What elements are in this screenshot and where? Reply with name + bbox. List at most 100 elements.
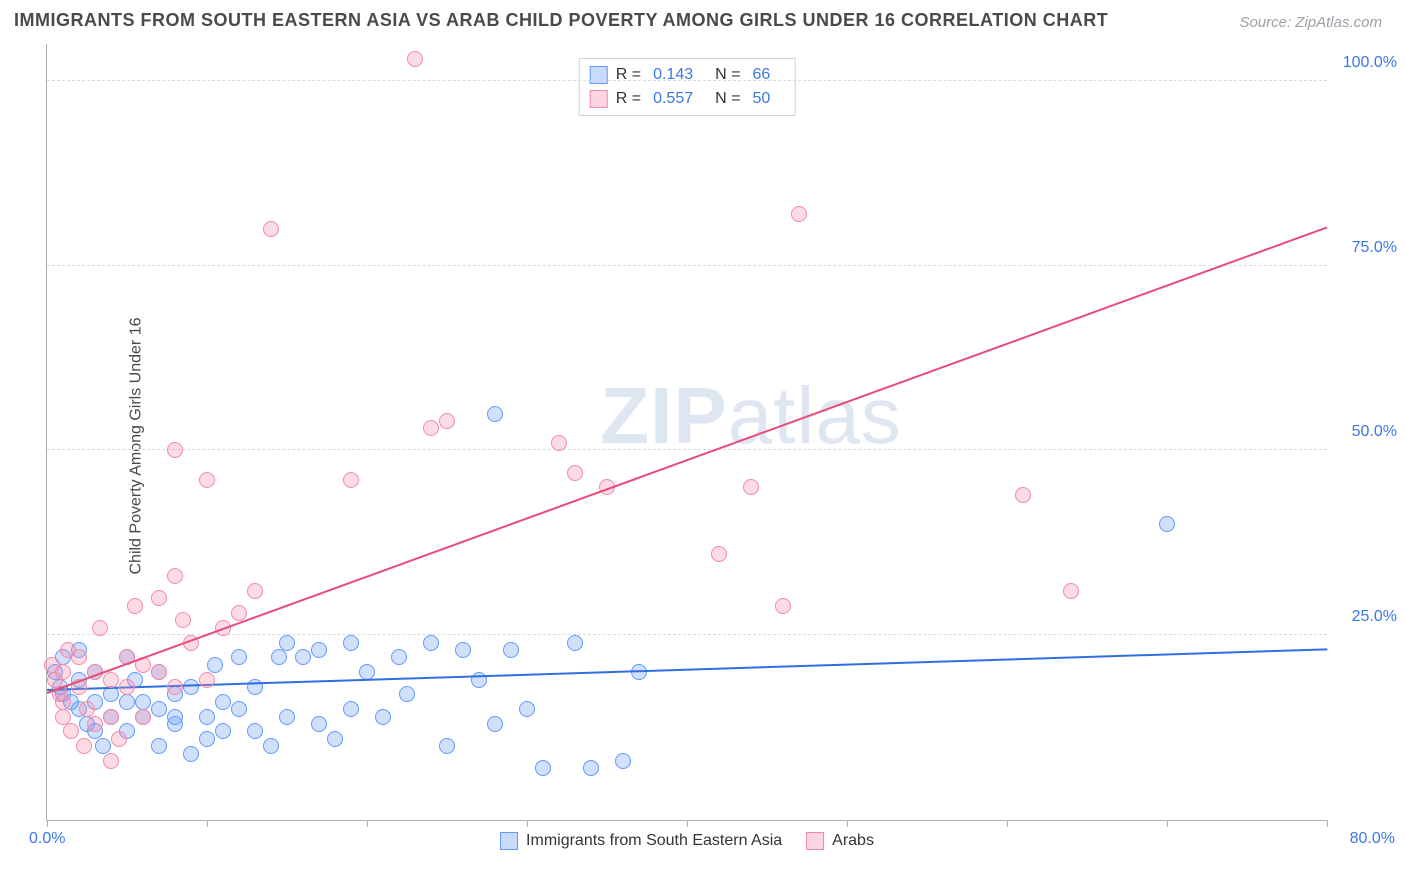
gridline xyxy=(47,449,1327,450)
data-point xyxy=(567,635,583,651)
y-axis-tick-label: 50.0% xyxy=(1337,423,1397,441)
y-axis-tick-label: 25.0% xyxy=(1337,608,1397,626)
data-point xyxy=(407,51,423,67)
data-point xyxy=(551,435,567,451)
data-point xyxy=(263,221,279,237)
data-point xyxy=(247,723,263,739)
data-point xyxy=(247,583,263,599)
x-axis-tick xyxy=(847,820,848,827)
legend-n-value: 50 xyxy=(752,87,770,111)
data-point xyxy=(343,701,359,717)
legend-swatch xyxy=(590,66,608,84)
data-point xyxy=(199,472,215,488)
data-point xyxy=(487,716,503,732)
x-axis-tick xyxy=(1007,820,1008,827)
data-point xyxy=(327,731,343,747)
legend-r-value: 0.557 xyxy=(653,87,693,111)
data-point xyxy=(151,664,167,680)
data-point xyxy=(183,746,199,762)
gridline xyxy=(47,80,1327,81)
data-point xyxy=(263,738,279,754)
source-attribution: Source: ZipAtlas.com xyxy=(1239,14,1382,31)
data-point xyxy=(423,635,439,651)
data-point xyxy=(55,664,71,680)
data-point xyxy=(92,620,108,636)
legend-item: Immigrants from South Eastern Asia xyxy=(500,832,782,850)
data-point xyxy=(103,709,119,725)
data-point xyxy=(199,709,215,725)
data-point xyxy=(615,753,631,769)
legend-r-label: R = xyxy=(616,63,641,87)
data-point xyxy=(279,709,295,725)
data-point xyxy=(151,590,167,606)
x-axis-tick xyxy=(687,820,688,827)
data-point xyxy=(1063,583,1079,599)
gridline xyxy=(47,265,1327,266)
data-point xyxy=(183,679,199,695)
data-point xyxy=(95,738,111,754)
data-point xyxy=(375,709,391,725)
data-point xyxy=(519,701,535,717)
data-point xyxy=(119,694,135,710)
x-axis-tick xyxy=(207,820,208,827)
data-point xyxy=(215,694,231,710)
data-point xyxy=(127,598,143,614)
data-point xyxy=(311,716,327,732)
series-legend: Immigrants from South Eastern Asia Arabs xyxy=(500,832,874,850)
data-point xyxy=(231,649,247,665)
data-point xyxy=(76,738,92,754)
legend-swatch xyxy=(806,832,824,850)
y-axis-tick-label: 100.0% xyxy=(1337,54,1397,72)
x-axis-tick-label: 0.0% xyxy=(29,830,65,848)
data-point xyxy=(775,598,791,614)
data-point xyxy=(423,420,439,436)
legend-n-label: N = xyxy=(715,87,740,111)
data-point xyxy=(199,731,215,747)
data-point xyxy=(55,709,71,725)
data-point xyxy=(231,605,247,621)
data-point xyxy=(1159,516,1175,532)
chart-title: IMMIGRANTS FROM SOUTH EASTERN ASIA VS AR… xyxy=(14,10,1108,31)
data-point xyxy=(439,738,455,754)
data-point xyxy=(135,694,151,710)
data-point xyxy=(215,723,231,739)
data-point xyxy=(311,642,327,658)
data-point xyxy=(743,479,759,495)
data-point xyxy=(87,716,103,732)
data-point xyxy=(167,568,183,584)
legend-row-series-a: R = 0.143 N = 66 xyxy=(590,63,785,87)
data-point xyxy=(567,465,583,481)
data-point xyxy=(111,731,127,747)
x-axis-tick-label: 80.0% xyxy=(1335,830,1395,848)
data-point xyxy=(175,612,191,628)
x-axis-tick xyxy=(527,820,528,827)
data-point xyxy=(167,679,183,695)
data-point xyxy=(135,709,151,725)
data-point xyxy=(535,760,551,776)
data-point xyxy=(167,716,183,732)
x-axis-tick xyxy=(1167,820,1168,827)
legend-r-label: R = xyxy=(616,87,641,111)
data-point xyxy=(103,672,119,688)
data-point xyxy=(583,760,599,776)
data-point xyxy=(199,672,215,688)
data-point xyxy=(399,686,415,702)
legend-r-value: 0.143 xyxy=(653,63,693,87)
data-point xyxy=(343,635,359,651)
watermark-bold: ZIP xyxy=(600,371,727,460)
data-point xyxy=(791,206,807,222)
data-point xyxy=(207,657,223,673)
data-point xyxy=(455,642,471,658)
trend-line xyxy=(47,227,1328,694)
data-point xyxy=(343,472,359,488)
y-axis-tick-label: 75.0% xyxy=(1337,239,1397,257)
legend-item-label: Arabs xyxy=(832,832,874,850)
data-point xyxy=(151,701,167,717)
data-point xyxy=(1015,487,1031,503)
gridline xyxy=(47,634,1327,635)
data-point xyxy=(295,649,311,665)
correlation-legend: R = 0.143 N = 66 R = 0.557 N = 50 xyxy=(579,58,796,116)
data-point xyxy=(271,649,287,665)
watermark-rest: atlas xyxy=(728,371,902,460)
data-point xyxy=(471,672,487,688)
